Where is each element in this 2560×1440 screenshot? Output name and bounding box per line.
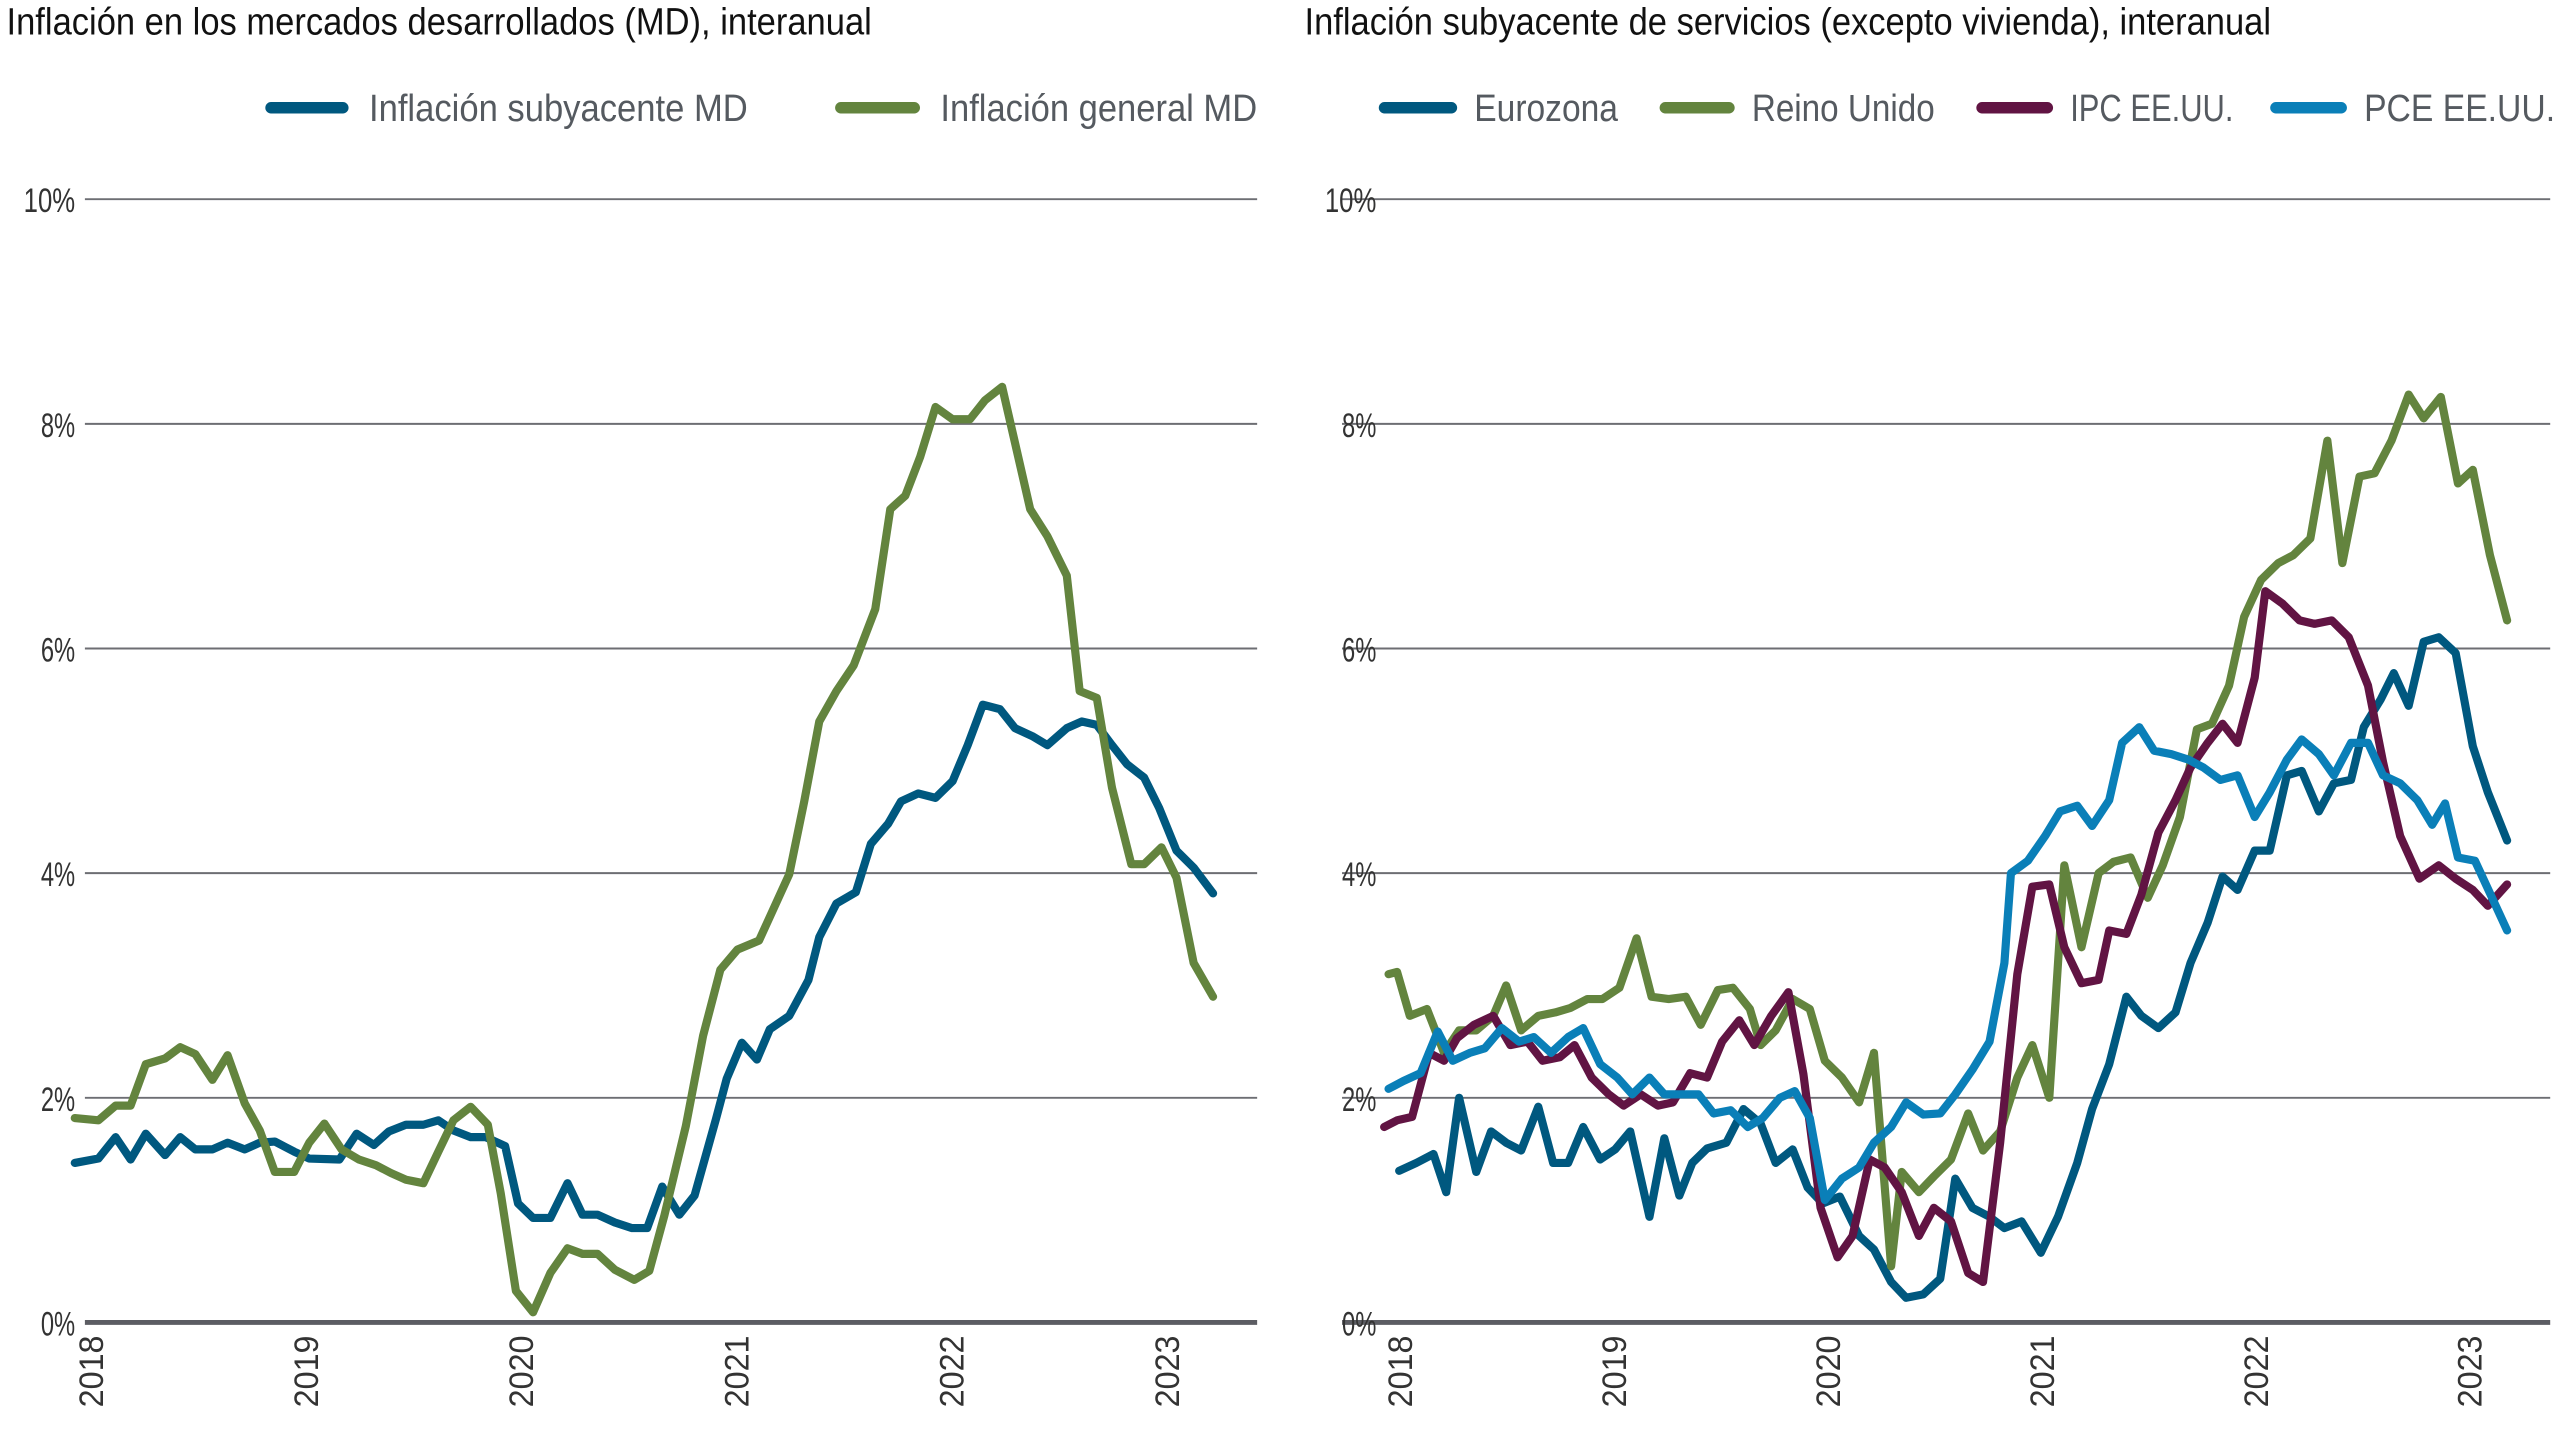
chart-title: Inflación en los mercados desarrollados … [7, 0, 872, 42]
x-tick-labels: 2018 2019 2020 2021 2022 2023 [1382, 1336, 2489, 1408]
series-line-inflación-subyacente-md [70, 700, 1218, 1233]
legend-label-core-md: Inflación subyacente MD [369, 87, 748, 129]
y-tick-label: 4% [41, 856, 75, 894]
series-line-inflación-general-md [70, 382, 1218, 1317]
y-tick-label: 2% [41, 1081, 75, 1119]
legend: Eurozona Reino Unido IPC EE.UU. PCE EE.U… [1378, 87, 2555, 129]
series-line-reino-unido [1384, 390, 2512, 1271]
y-tick-label: 6% [41, 632, 75, 670]
x-tick-label: 2018 [1382, 1336, 1420, 1408]
series-lines [1380, 390, 2512, 1302]
series-line-ipc-ee-uu [1380, 587, 2512, 1287]
y-tick-label: 2% [1342, 1081, 1376, 1119]
x-tick-label: 2023 [2452, 1336, 2490, 1408]
x-tick-label: 2023 [1149, 1336, 1187, 1408]
legend-label-ipc-eeuu: IPC EE.UU. [2070, 87, 2233, 129]
x-tick-label: 2019 [288, 1336, 326, 1408]
y-tick-label: 10% [24, 182, 75, 220]
y-tick-label: 8% [41, 407, 75, 445]
y-tick-label: 6% [1342, 632, 1376, 670]
y-tick-label: 0% [1342, 1306, 1376, 1344]
x-tick-label: 2022 [2238, 1336, 2276, 1408]
y-tick-labels: 0% 2% 4% 6% 8% 10% [24, 182, 75, 1343]
x-tick-label: 2019 [1596, 1336, 1634, 1408]
y-tick-labels: 0% 2% 4% 6% 8% 10% [1325, 182, 1376, 1343]
legend-label-pce-eeuu: PCE EE.UU. [2364, 87, 2555, 129]
y-tick-label: 0% [41, 1306, 75, 1344]
series-line-pce-ee-uu [1384, 723, 2512, 1205]
legend: Inflación subyacente MD Inflación genera… [265, 87, 1257, 129]
x-tick-label: 2020 [1810, 1336, 1848, 1408]
series-line-eurozona [1395, 633, 2512, 1302]
y-tick-label: 10% [1325, 182, 1376, 220]
legend-label-reino-unido: Reino Unido [1752, 87, 1935, 129]
x-tick-label: 2021 [2024, 1336, 2062, 1408]
x-tick-labels: 2018 2019 2020 2021 2022 2023 [73, 1336, 1187, 1408]
series-lines [70, 382, 1218, 1317]
y-tick-label: 4% [1342, 856, 1376, 894]
y-gridlines [1342, 198, 2551, 1325]
chart-left-developed-markets-inflation: Inflación en los mercados desarrollados … [7, 0, 1258, 1407]
y-tick-label: 8% [1342, 407, 1376, 445]
legend-label-headline-md: Inflación general MD [940, 87, 1257, 129]
x-tick-label: 2020 [503, 1336, 541, 1408]
y-gridlines [84, 198, 1258, 1325]
x-tick-label: 2018 [73, 1336, 111, 1408]
x-tick-label: 2022 [934, 1336, 972, 1408]
chart-title: Inflación subyacente de servicios (excep… [1304, 0, 2271, 42]
legend-label-eurozona: Eurozona [1474, 87, 1618, 129]
x-tick-label: 2021 [718, 1336, 756, 1408]
chart-right-services-inflation: Inflación subyacente de servicios (excep… [1304, 0, 2555, 1407]
